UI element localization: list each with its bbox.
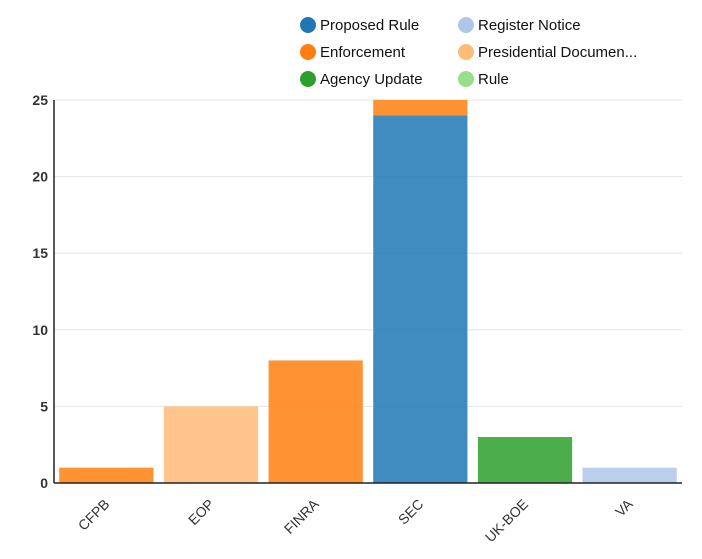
legend-swatch (458, 71, 474, 87)
x-axis-ticks: CFPB EOP FINRA SEC UK-BOE VA (75, 495, 637, 545)
x-tick-label: CFPB (75, 496, 113, 534)
y-axis-ticks: 0 5 10 15 20 25 (32, 92, 48, 491)
legend-label: Enforcement (320, 44, 406, 61)
y-tick-label: 5 (40, 398, 48, 414)
axes (53, 100, 682, 484)
legend-item-agency-update[interactable]: Agency Update (300, 71, 423, 88)
x-tick-label: VA (612, 495, 636, 519)
legend-swatch (458, 17, 474, 33)
legend-item-proposed-rule[interactable]: Proposed Rule (300, 17, 419, 34)
legend-swatch (300, 71, 316, 87)
legend-label: Proposed Rule (320, 17, 419, 34)
legend-swatch (300, 17, 316, 33)
bar-sec-proposed-rule[interactable] (373, 115, 468, 483)
legend-item-rule[interactable]: Rule (458, 71, 509, 88)
legend-label: Presidential Documen... (478, 44, 637, 61)
x-tick-label: SEC (395, 496, 427, 528)
legend: Proposed Rule Register Notice Enforcement P… (300, 17, 637, 88)
legend-label: Register Notice (478, 17, 581, 34)
x-tick-label: EOP (185, 496, 217, 528)
y-tick-label: 15 (32, 245, 48, 261)
legend-item-presidential-documen[interactable]: Presidential Documen... (458, 44, 637, 61)
y-tick-label: 20 (32, 169, 48, 185)
bar-sec-enforcement[interactable] (373, 100, 468, 116)
legend-item-register-notice[interactable]: Register Notice (458, 17, 581, 34)
y-tick-label: 10 (32, 322, 48, 338)
y-tick-label: 25 (32, 92, 48, 108)
legend-item-enforcement[interactable]: Enforcement (300, 44, 406, 61)
gridlines (54, 99, 682, 407)
bar-finra-enforcement[interactable] (268, 360, 363, 483)
legend-label: Rule (478, 71, 509, 88)
bar-cfpb-enforcement[interactable] (59, 467, 154, 483)
x-tick-label: FINRA (281, 495, 322, 536)
legend-label: Agency Update (320, 71, 423, 88)
bars (59, 100, 677, 483)
y-tick-label: 0 (40, 475, 48, 491)
x-tick-label: UK-BOE (482, 496, 531, 545)
legend-swatch (458, 44, 474, 60)
bar-uk-boe-agency-update[interactable] (477, 437, 573, 483)
bar-eop-presidential-documen[interactable] (163, 406, 259, 483)
bar-va-register-notice[interactable] (582, 467, 677, 483)
legend-swatch (300, 44, 316, 60)
